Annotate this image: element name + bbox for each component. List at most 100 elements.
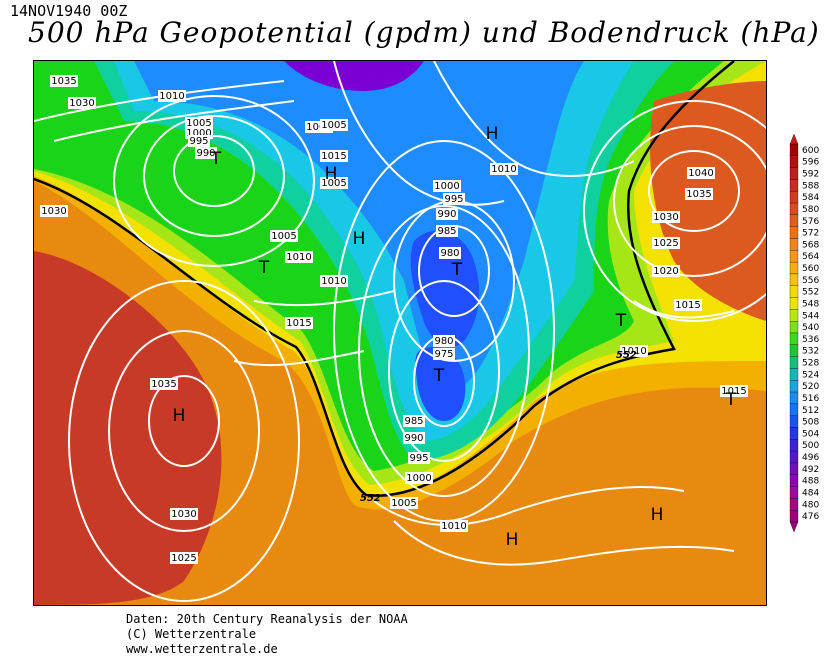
high-pressure-center: H	[486, 124, 499, 144]
svg-text:1030: 1030	[69, 98, 94, 109]
isobar-label: 1015	[320, 150, 348, 162]
low-pressure-center: T	[725, 390, 737, 410]
legend-value: 600	[802, 146, 819, 156]
isobar-label: 985	[436, 225, 458, 237]
legend-swatch	[789, 238, 799, 251]
svg-text:1010: 1010	[491, 164, 516, 175]
legend-value: 596	[802, 158, 819, 168]
isobar-label: 980	[439, 247, 461, 259]
svg-text:1010: 1010	[621, 346, 646, 357]
legend-value: 480	[802, 500, 819, 510]
legend-swatch	[789, 226, 799, 239]
contour-552-label: 552	[616, 350, 637, 361]
svg-text:1015: 1015	[286, 318, 311, 329]
legend-value: 504	[802, 429, 819, 439]
svg-text:995: 995	[409, 453, 428, 464]
legend-value: 544	[802, 311, 819, 321]
svg-text:1040: 1040	[688, 168, 713, 179]
isobar-label: 990	[436, 208, 458, 220]
isobar-label: 1020	[652, 265, 680, 277]
legend-value: 520	[802, 382, 819, 392]
high-pressure-center: H	[506, 530, 519, 550]
legend-value: 540	[802, 323, 819, 333]
svg-text:1025: 1025	[653, 238, 678, 249]
isobar-label: 1035	[685, 188, 713, 200]
isobar-label: 1030	[40, 205, 68, 217]
legend-value: 488	[802, 477, 819, 487]
field-blue-dark-south	[415, 347, 466, 421]
isobar-label: 1010	[490, 163, 518, 175]
svg-text:1035: 1035	[686, 189, 711, 200]
svg-text:990: 990	[437, 209, 456, 220]
svg-text:990: 990	[404, 433, 423, 444]
legend-value: 532	[802, 347, 819, 357]
svg-text:1000: 1000	[306, 122, 331, 133]
svg-text:1010: 1010	[441, 521, 466, 532]
svg-text:1010: 1010	[159, 91, 184, 102]
svg-text:995: 995	[444, 194, 463, 205]
legend-swatch	[789, 179, 799, 192]
svg-text:1000: 1000	[186, 128, 211, 139]
svg-text:1030: 1030	[653, 212, 678, 223]
contour-552-label: 552	[360, 493, 381, 504]
svg-text:1020: 1020	[653, 266, 678, 277]
isobar-label: 1015	[285, 317, 313, 329]
legend-swatch	[789, 167, 799, 180]
legend-value: 580	[802, 205, 819, 215]
footer-data-source: Daten: 20th Century Reanalysis der NOAA	[126, 612, 408, 626]
svg-text:1015: 1015	[721, 386, 746, 397]
svg-text:990: 990	[196, 148, 215, 159]
isobar-label: 1030	[170, 508, 198, 520]
legend-value: 560	[802, 264, 819, 274]
svg-text:1005: 1005	[186, 118, 211, 129]
legend-value: 536	[802, 335, 819, 345]
legend-swatch	[789, 250, 799, 263]
legend-value: 512	[802, 406, 819, 416]
field-red-east	[650, 81, 766, 321]
isobar-label: 1005	[185, 117, 213, 129]
isobar-label: 975	[433, 348, 455, 360]
legend-swatch	[789, 415, 799, 428]
legend-swatch	[789, 380, 799, 393]
legend-value: 568	[802, 240, 819, 250]
isobar-label: 1035	[150, 378, 178, 390]
legend-value: 556	[802, 276, 819, 286]
legend-swatch	[789, 273, 799, 286]
legend-swatch	[789, 297, 799, 310]
footer-url[interactable]: www.wetterzentrale.de	[126, 642, 278, 656]
legend-swatch	[789, 155, 799, 168]
svg-text:1035: 1035	[151, 379, 176, 390]
isobar-label: 1005	[320, 119, 348, 131]
svg-text:1000: 1000	[406, 473, 431, 484]
legend-swatch	[789, 368, 799, 381]
legend-swatch	[789, 462, 799, 475]
isobar-label: 1030	[68, 97, 96, 109]
legend-value: 584	[802, 193, 819, 203]
svg-text:1030: 1030	[171, 509, 196, 520]
svg-text:1015: 1015	[675, 300, 700, 311]
legend-arrow-up	[789, 133, 799, 145]
legend-swatch	[789, 403, 799, 416]
isobars	[34, 61, 766, 602]
legend-value: 500	[802, 441, 819, 451]
isobar-label: 990	[195, 147, 217, 159]
contour-552	[34, 61, 735, 497]
isobar-label: 1025	[652, 237, 680, 249]
isobar-label: 1030	[652, 211, 680, 223]
svg-text:1015: 1015	[321, 151, 346, 162]
isobar-label: 1010	[620, 345, 648, 357]
isobar-label: 1010	[158, 90, 186, 102]
legend-swatch	[789, 486, 799, 499]
svg-text:985: 985	[437, 226, 456, 237]
legend-swatch	[789, 321, 799, 334]
svg-text:1005: 1005	[321, 178, 346, 189]
low-pressure-center: T	[615, 311, 627, 331]
isobar-label: 985	[403, 415, 425, 427]
isobar-label: 995	[188, 135, 210, 147]
svg-text:1005: 1005	[321, 120, 346, 131]
isobar-label: 1015	[720, 385, 748, 397]
field-purple	[284, 61, 424, 91]
legend-swatch	[789, 510, 799, 523]
svg-text:1000: 1000	[434, 181, 459, 192]
svg-text:1005: 1005	[391, 498, 416, 509]
